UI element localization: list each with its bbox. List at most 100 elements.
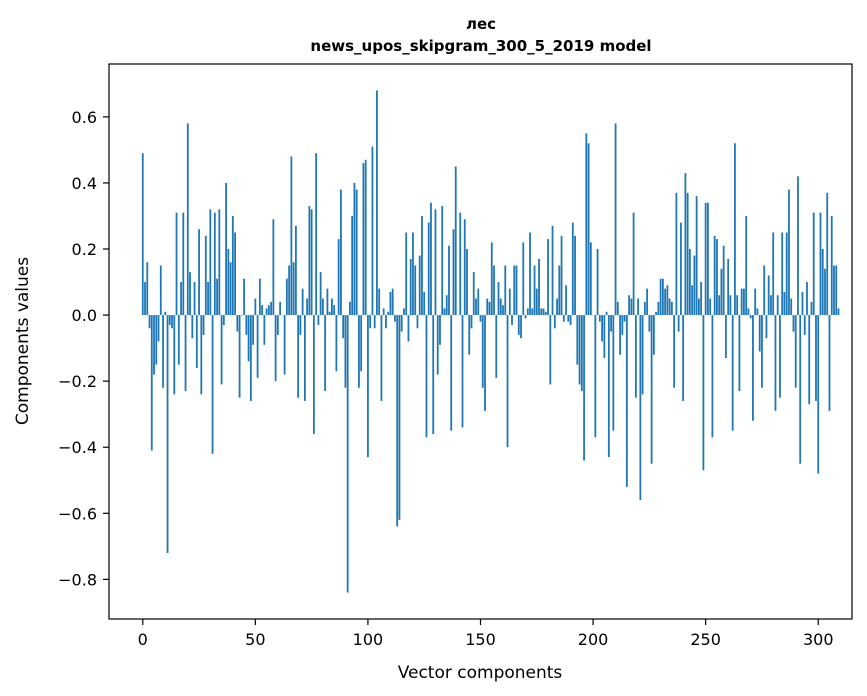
bar (326, 288, 329, 316)
bar (227, 249, 230, 316)
bar (454, 166, 457, 316)
bar (337, 239, 340, 316)
bar (434, 209, 437, 316)
bar (506, 315, 509, 448)
bar (553, 315, 556, 329)
bar (346, 315, 349, 593)
bar (171, 315, 173, 329)
x-tick-label: 200 (578, 630, 609, 649)
x-axis-label: Vector components (398, 663, 563, 683)
bar (204, 235, 207, 316)
bar (445, 295, 448, 316)
bar (488, 301, 491, 316)
y-tick-label: 0.2 (72, 240, 97, 259)
bar (655, 311, 658, 316)
bar (783, 291, 786, 316)
bar (432, 315, 435, 434)
y-tick-label: 0.6 (72, 108, 97, 127)
bar (378, 288, 381, 316)
bar (351, 215, 354, 316)
bar (589, 242, 592, 316)
bar (801, 291, 804, 316)
bar (466, 249, 468, 316)
bar (725, 315, 727, 359)
bar (569, 315, 572, 325)
bar (344, 315, 347, 388)
bar (682, 315, 685, 401)
bar (222, 315, 225, 325)
bar (657, 301, 660, 316)
bar (308, 206, 311, 316)
bar (207, 282, 209, 316)
bar (707, 202, 709, 316)
bar (770, 295, 772, 316)
bar (824, 268, 826, 316)
bar (740, 288, 743, 316)
bar (776, 295, 779, 316)
bar (772, 232, 775, 316)
bar (513, 265, 516, 316)
bar (549, 315, 552, 385)
bar (459, 212, 462, 316)
bar (758, 315, 761, 352)
bar (713, 235, 716, 316)
bar (524, 315, 527, 319)
bar (700, 282, 703, 316)
bar (826, 192, 829, 316)
bar (340, 189, 342, 316)
y-tick-label: −0.4 (58, 438, 97, 457)
bar (141, 153, 144, 316)
bar (238, 315, 241, 398)
bar (560, 235, 563, 316)
bar (819, 212, 822, 316)
bar (389, 291, 392, 316)
bar (621, 315, 624, 335)
bar (157, 315, 160, 342)
bar (200, 315, 203, 395)
bar (562, 315, 565, 322)
bar (391, 288, 394, 316)
bar (517, 315, 520, 335)
bar (177, 315, 180, 365)
bar (808, 315, 811, 405)
bar (812, 212, 815, 316)
bar (182, 212, 185, 316)
bar (267, 305, 270, 316)
bar (522, 242, 525, 316)
bar (596, 249, 599, 316)
bar (565, 285, 567, 316)
y-tick-label: −0.6 (58, 504, 97, 523)
bar (285, 278, 288, 316)
bar (303, 315, 306, 401)
bar (792, 315, 795, 332)
bar (547, 239, 549, 316)
bar (736, 295, 739, 316)
bar (486, 298, 489, 316)
bar (475, 298, 477, 316)
bar (585, 133, 588, 316)
x-tick-label: 100 (353, 630, 384, 649)
bar (763, 265, 766, 316)
bar (333, 305, 336, 316)
bar (641, 315, 644, 395)
bar (495, 315, 498, 378)
bar (794, 315, 797, 388)
bar (477, 288, 480, 316)
bar (686, 192, 689, 316)
x-tick-label: 50 (245, 630, 265, 649)
bar (353, 182, 356, 316)
bar (452, 229, 455, 316)
bar (412, 232, 414, 316)
bar (754, 288, 757, 316)
y-tick-label: 0.0 (72, 306, 97, 325)
bar (821, 249, 824, 316)
bar (421, 215, 423, 316)
bar (788, 189, 790, 316)
bar (481, 315, 484, 388)
bar (542, 308, 545, 316)
x-axis: 0 50 100 150 200 250 300 (138, 619, 834, 649)
bar (256, 315, 259, 378)
bar (637, 298, 640, 316)
bar (173, 315, 176, 395)
bar (803, 315, 806, 335)
